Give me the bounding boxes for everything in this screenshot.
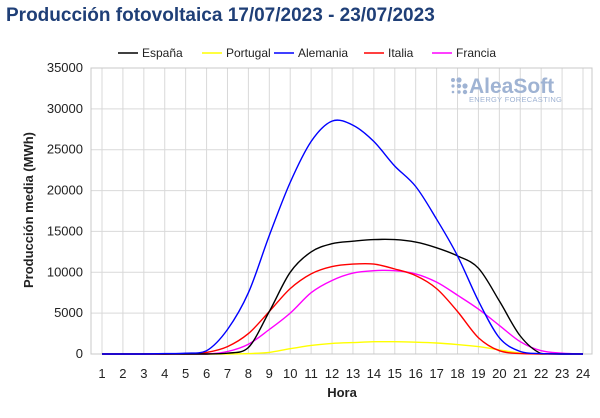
y-tick-label: 10000: [47, 264, 83, 279]
logo-dot: [456, 83, 462, 89]
logo-dot: [451, 78, 455, 82]
grid-lines: [90, 67, 593, 355]
dots-icon: [451, 77, 468, 95]
x-tick-label: 1: [98, 366, 105, 381]
x-tick-label: 18: [450, 366, 464, 381]
legend-label: España: [142, 46, 183, 60]
legend-item-italia: Italia: [364, 46, 414, 60]
aleasoft-logo: AleaSoft ENERGY FORECASTING: [451, 75, 562, 104]
legend-item-alemania: Alemania: [274, 46, 348, 60]
x-axis-label: Hora: [327, 385, 357, 400]
x-tick-label: 23: [555, 366, 569, 381]
y-tick-label: 15000: [47, 223, 83, 238]
x-tick-label: 20: [492, 366, 506, 381]
logo-dot: [457, 90, 461, 94]
logo-name: AleaSoft: [469, 75, 554, 98]
x-tick-label: 13: [346, 366, 360, 381]
logo-dot: [462, 89, 468, 95]
plot-frame: [90, 67, 593, 355]
y-tick-label: 25000: [47, 142, 83, 157]
y-tick-labels: 0 5000 10000 15000 20000 25000 30000 35000: [47, 60, 83, 361]
x-tick-label: 4: [161, 366, 168, 381]
legend: España Portugal Alemania Italia Francia: [118, 46, 496, 60]
legend-label: Portugal: [226, 46, 271, 60]
x-tick-label: 17: [429, 366, 443, 381]
x-tick-label: 14: [367, 366, 381, 381]
x-tick-label: 11: [304, 366, 318, 381]
x-tick-label: 15: [388, 366, 402, 381]
x-tick-label: 2: [119, 366, 126, 381]
series-line-alemania: [101, 119, 583, 355]
logo-tagline: ENERGY FORECASTING: [469, 95, 562, 104]
series-line-francia: [101, 269, 584, 355]
y-tick-label: 5000: [54, 305, 83, 320]
x-tick-label: 8: [245, 366, 252, 381]
x-tick-label: 10: [283, 366, 297, 381]
logo-dot: [451, 90, 455, 94]
y-tick-label: 30000: [47, 101, 83, 116]
legend-item-españa: España: [118, 46, 183, 60]
series-lines: [101, 119, 584, 355]
logo-dot: [451, 84, 455, 88]
y-tick-label: 35000: [47, 60, 83, 75]
x-tick-label: 19: [471, 366, 485, 381]
x-tick-label: 5: [182, 366, 189, 381]
x-tick-label: 6: [203, 366, 210, 381]
chart-title: Producción fotovoltaica 17/07/2023 - 23/…: [6, 5, 435, 26]
x-tick-label: 9: [266, 366, 273, 381]
y-axis-label: Producción media (MWh): [21, 132, 36, 288]
legend-label: Francia: [456, 46, 496, 60]
x-tick-label: 22: [534, 366, 548, 381]
x-tick-labels: 1 2 3 4 5 6 7 8 9 10 11 12 13 14 15 16 17 18 19 20 21 22 23 24: [98, 366, 590, 381]
x-tick-label: 3: [140, 366, 147, 381]
legend-item-francia: Francia: [432, 46, 496, 60]
x-tick-label: 24: [576, 366, 590, 381]
x-tick-label: 12: [325, 366, 339, 381]
x-tick-label: 7: [224, 366, 231, 381]
legend-label: Alemania: [298, 46, 348, 60]
series-line-italia: [101, 262, 583, 355]
series-line-españa: [101, 238, 583, 355]
legend-label: Italia: [388, 46, 414, 60]
y-tick-label: 0: [76, 346, 83, 361]
x-tick-label: 16: [408, 366, 422, 381]
logo-dot: [456, 77, 462, 83]
legend-item-portugal: Portugal: [202, 46, 271, 60]
x-tick-label: 21: [513, 366, 527, 381]
y-tick-label: 20000: [47, 183, 83, 198]
logo-dot: [462, 83, 468, 89]
